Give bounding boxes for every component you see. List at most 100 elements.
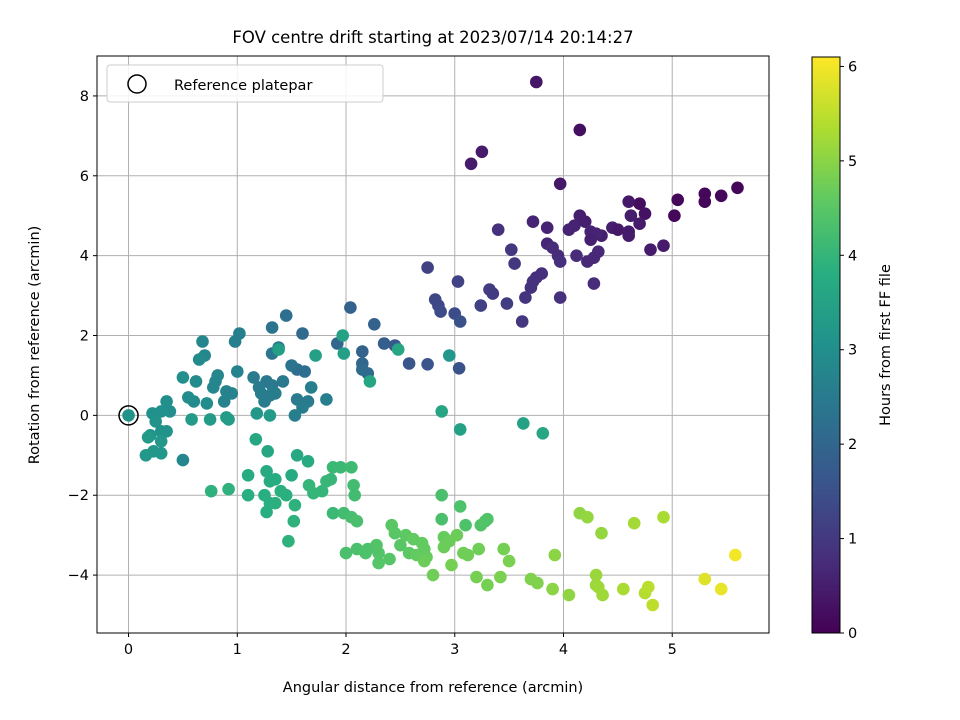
data-point xyxy=(622,195,635,208)
data-point xyxy=(553,291,567,304)
data-point xyxy=(443,349,456,362)
data-point xyxy=(531,576,544,590)
data-point xyxy=(729,548,742,562)
data-point xyxy=(391,343,405,356)
data-point xyxy=(163,405,177,418)
data-point xyxy=(141,431,155,444)
data-point xyxy=(459,518,472,532)
data-point xyxy=(698,572,712,586)
data-point xyxy=(581,510,594,524)
data-point xyxy=(474,518,488,532)
data-points xyxy=(139,75,744,612)
data-point xyxy=(394,538,407,552)
data-point xyxy=(402,357,416,370)
data-point xyxy=(160,395,173,408)
data-point xyxy=(203,413,217,426)
colorbar-ticks: 0 1 2 3 4 5 6 xyxy=(840,59,857,642)
data-point xyxy=(453,315,467,328)
data-point xyxy=(450,528,464,542)
data-point xyxy=(388,526,402,540)
data-point xyxy=(474,299,488,312)
y-tick-label: 6 xyxy=(80,169,89,185)
data-point xyxy=(633,217,646,230)
data-point xyxy=(472,542,486,556)
x-axis: 0 1 2 3 4 5 xyxy=(124,633,677,658)
data-point xyxy=(309,349,322,362)
data-point xyxy=(383,552,396,566)
data-point xyxy=(596,588,609,602)
data-point xyxy=(336,329,350,342)
data-point xyxy=(149,415,162,428)
chart-title: FOV centre drift starting at 2023/07/14 … xyxy=(232,28,633,47)
data-point xyxy=(617,582,630,596)
data-point xyxy=(562,223,576,236)
colorbar-label: Hours from first FF file xyxy=(878,264,894,426)
data-point xyxy=(646,598,659,612)
data-point xyxy=(182,391,195,404)
data-point xyxy=(326,506,340,520)
data-point xyxy=(228,335,242,348)
x-tick-label: 0 xyxy=(124,642,133,658)
legend: Reference platepar xyxy=(106,64,384,103)
data-point xyxy=(301,455,315,468)
colorbar-gradient xyxy=(811,56,841,634)
data-point xyxy=(494,570,507,584)
data-point xyxy=(377,337,391,350)
data-point xyxy=(347,479,360,492)
data-point xyxy=(714,189,728,203)
colorbar-tick-label: 0 xyxy=(848,626,857,642)
data-point xyxy=(339,546,353,560)
data-point xyxy=(530,75,543,89)
data-point xyxy=(546,582,559,596)
data-point xyxy=(453,500,467,513)
x-axis-label: Angular distance from reference (arcmin) xyxy=(283,680,583,696)
data-point xyxy=(249,433,263,446)
data-point xyxy=(426,568,440,582)
legend-label: Reference platepar xyxy=(174,78,312,94)
data-point xyxy=(435,488,449,502)
data-point xyxy=(258,395,271,408)
data-point xyxy=(526,215,540,228)
data-point xyxy=(475,145,489,159)
data-point xyxy=(435,512,449,526)
data-point xyxy=(451,275,465,288)
data-point xyxy=(421,358,434,371)
data-point xyxy=(584,233,597,246)
data-point xyxy=(192,353,206,366)
data-point xyxy=(315,484,329,498)
data-point xyxy=(553,177,567,191)
data-point xyxy=(553,255,567,268)
colorbar: 0 1 2 3 4 5 6 Hours from first FF file xyxy=(811,56,894,642)
colorbar-tick-label: 3 xyxy=(848,343,857,359)
data-point xyxy=(470,570,483,584)
data-point xyxy=(698,195,712,208)
data-point xyxy=(269,387,282,400)
data-point xyxy=(581,255,594,268)
data-point xyxy=(517,417,530,430)
data-point xyxy=(272,343,285,356)
data-point xyxy=(269,473,282,486)
data-point xyxy=(671,193,684,207)
data-point xyxy=(464,157,478,171)
data-point xyxy=(435,405,449,418)
x-tick-label: 5 xyxy=(668,642,677,658)
data-point xyxy=(573,123,587,137)
data-point xyxy=(453,423,467,436)
data-point xyxy=(508,257,521,270)
data-point xyxy=(589,568,603,582)
data-point xyxy=(644,243,657,256)
reference-point-ring xyxy=(118,405,139,426)
data-point xyxy=(578,215,592,228)
data-point xyxy=(491,223,505,236)
data-point xyxy=(279,309,293,322)
data-point xyxy=(217,395,231,408)
x-tick-label: 3 xyxy=(450,642,459,658)
data-point xyxy=(633,197,646,210)
data-point xyxy=(548,548,562,562)
data-point xyxy=(562,588,576,602)
data-point xyxy=(304,381,318,394)
data-point xyxy=(334,461,347,474)
data-point xyxy=(222,482,235,496)
data-point xyxy=(502,554,516,568)
data-point xyxy=(638,207,652,220)
